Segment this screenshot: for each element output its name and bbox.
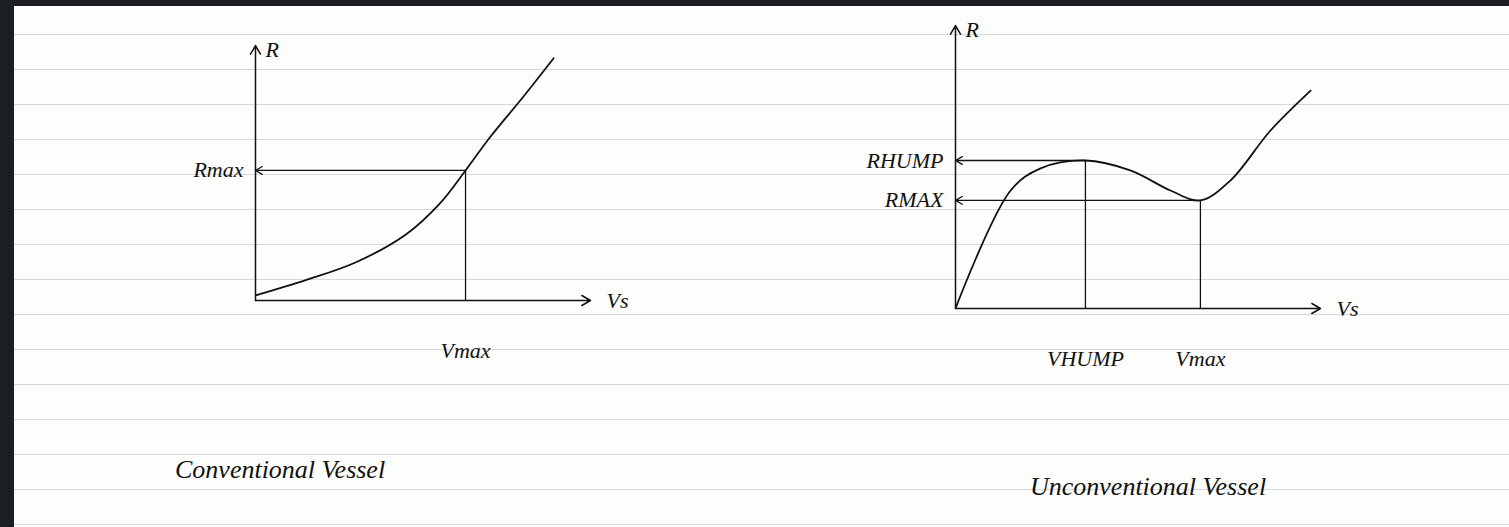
svg-text:RHUMP: RHUMP	[866, 148, 944, 173]
svg-text:R: R	[265, 37, 280, 62]
svg-text:Vs: Vs	[607, 288, 629, 313]
svg-text:Vmax: Vmax	[440, 338, 490, 363]
svg-text:Vs: Vs	[1337, 296, 1359, 321]
svg-text:Vmax: Vmax	[1175, 346, 1225, 371]
html-text:Unconventional Vessel: Unconventional Vessel	[1030, 472, 1267, 501]
html-text:Conventional Vessel: Conventional Vessel	[175, 455, 386, 484]
svg-text:R: R	[965, 17, 980, 42]
svg-text:VHUMP: VHUMP	[1047, 346, 1124, 371]
svg-text:RMAX: RMAX	[884, 187, 945, 212]
svg-text:Rmax: Rmax	[192, 157, 243, 182]
